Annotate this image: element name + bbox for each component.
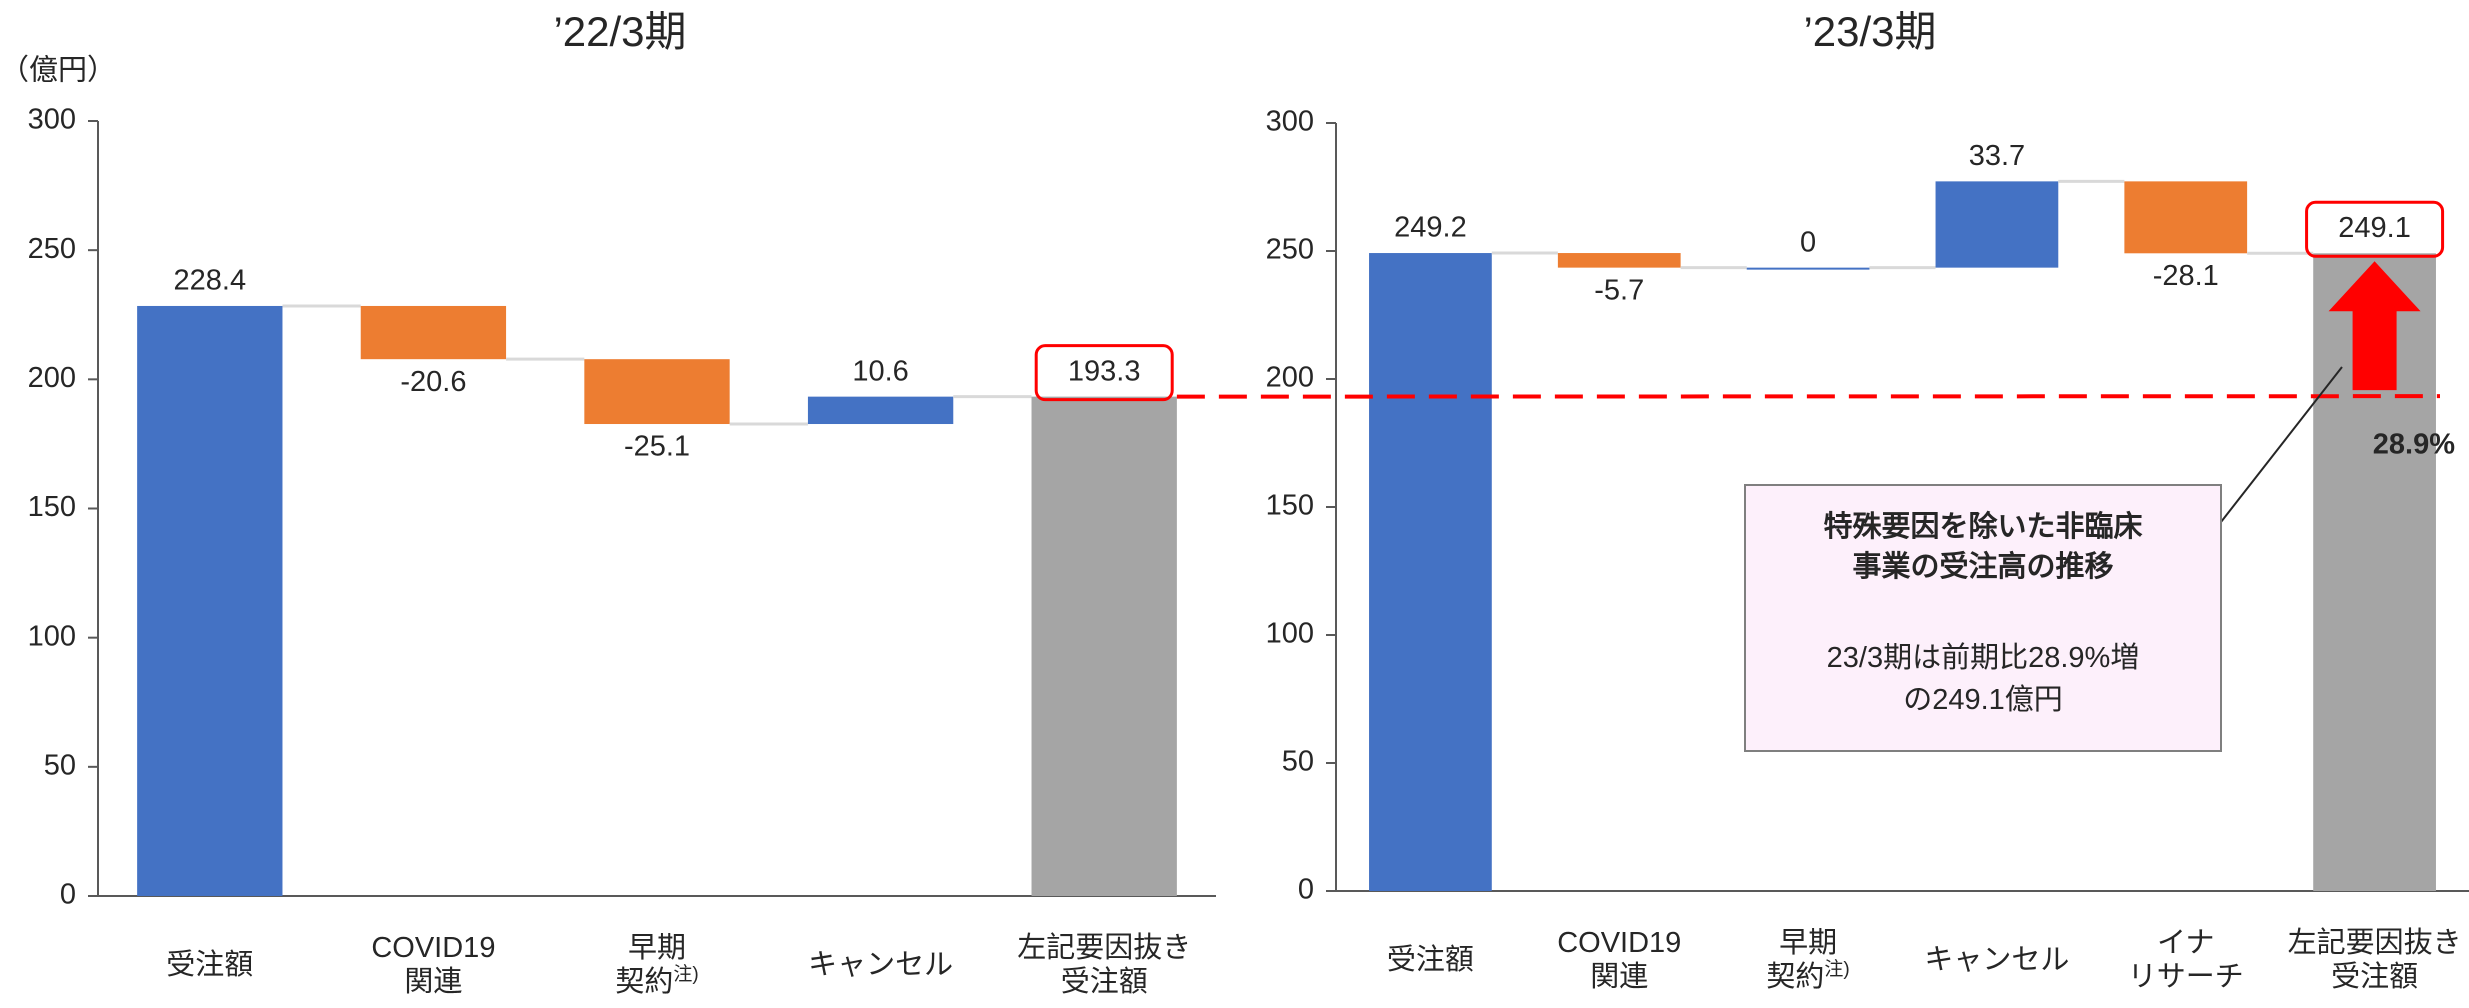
bar bbox=[2124, 181, 2248, 254]
value-label: 249.2 bbox=[1394, 212, 1467, 244]
bar bbox=[1369, 253, 1492, 892]
y-tick-label: 200 bbox=[28, 362, 76, 394]
chart-title: ’23/3期 bbox=[1803, 8, 1936, 55]
x-tick-label: キャンセル bbox=[1924, 944, 2069, 976]
y-tick-label: 200 bbox=[1266, 362, 1314, 394]
bar bbox=[807, 396, 954, 425]
y-tick-label: 100 bbox=[28, 620, 76, 652]
value-label: -28.1 bbox=[2153, 260, 2219, 292]
y-tick-label: 300 bbox=[28, 104, 76, 136]
bar bbox=[584, 359, 730, 425]
value-label: -20.6 bbox=[400, 366, 466, 398]
annotation-text: 23/3期は前期比28.9%増の249.1億円 bbox=[1827, 641, 2140, 716]
y-tick-label: 0 bbox=[1298, 874, 1314, 906]
y-tick-label: 50 bbox=[1282, 746, 1314, 778]
y-tick-label: 300 bbox=[1266, 106, 1314, 138]
value-label: 228.4 bbox=[174, 265, 247, 297]
value-label: -5.7 bbox=[1594, 274, 1644, 306]
y-tick-label: 250 bbox=[1266, 234, 1314, 266]
value-label: 0 bbox=[1800, 226, 1816, 258]
change-arrow bbox=[2328, 261, 2421, 391]
value-label: 10.6 bbox=[852, 355, 908, 387]
bar bbox=[360, 305, 507, 360]
callout-line bbox=[2220, 366, 2343, 523]
x-tick-label: 早期契約注) bbox=[615, 932, 698, 998]
y-tick-label: 150 bbox=[28, 491, 76, 523]
bar bbox=[1557, 253, 1681, 268]
bar bbox=[1746, 267, 1870, 270]
x-tick-label: 早期契約注) bbox=[1766, 927, 1849, 993]
bar bbox=[137, 305, 283, 896]
x-tick-label: イナリサーチ bbox=[2128, 927, 2244, 993]
x-tick-label: 受注額 bbox=[166, 948, 253, 981]
y-tick-label: 100 bbox=[1266, 618, 1314, 650]
value-label: -25.1 bbox=[624, 431, 690, 463]
x-tick-label: 左記要因抜き受注額 bbox=[1017, 931, 1191, 998]
bar bbox=[1031, 396, 1177, 896]
y-tick-label: 0 bbox=[60, 879, 76, 911]
y-tick-label: 50 bbox=[44, 749, 76, 781]
annotation-title: 特殊要因を除いた非臨床事業の受注高の推移 bbox=[1823, 509, 2142, 583]
highlight-box bbox=[1034, 344, 1174, 402]
x-tick-label: COVID19 関連 bbox=[1557, 927, 1681, 993]
highlight-box bbox=[2305, 200, 2445, 258]
change-label: 28.9% bbox=[2373, 429, 2455, 461]
annotation-box bbox=[1744, 484, 2222, 752]
y-tick-label: 250 bbox=[28, 233, 76, 265]
value-label: 249.1 bbox=[2338, 212, 2411, 244]
x-tick-label: 左記要因抜き受注額 bbox=[2288, 926, 2462, 993]
y-unit-label: （億円） bbox=[0, 54, 116, 87]
value-label: 193.3 bbox=[1068, 355, 1141, 387]
bar bbox=[1935, 181, 2059, 268]
value-label: 33.7 bbox=[1969, 140, 2025, 172]
y-tick-label: 150 bbox=[1266, 490, 1314, 522]
x-tick-label: COVID19 関連 bbox=[371, 932, 495, 998]
chart-title: ’22/3期 bbox=[553, 8, 686, 55]
x-tick-label: キャンセル bbox=[808, 949, 953, 981]
x-tick-label: 受注額 bbox=[1387, 943, 1474, 976]
